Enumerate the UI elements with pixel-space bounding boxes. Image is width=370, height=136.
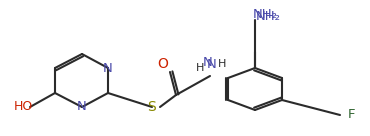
Text: H: H: [196, 63, 204, 73]
Text: N: N: [77, 101, 87, 114]
Text: O: O: [158, 57, 168, 71]
Text: NH₂: NH₂: [256, 10, 280, 22]
Text: N: N: [207, 58, 217, 70]
Text: N: N: [103, 61, 113, 75]
Text: HO: HO: [14, 101, 33, 114]
Text: S: S: [148, 100, 157, 114]
Text: N: N: [203, 56, 213, 69]
Text: NH₂: NH₂: [252, 7, 278, 21]
Text: F: F: [348, 109, 356, 121]
Text: H: H: [218, 59, 226, 69]
